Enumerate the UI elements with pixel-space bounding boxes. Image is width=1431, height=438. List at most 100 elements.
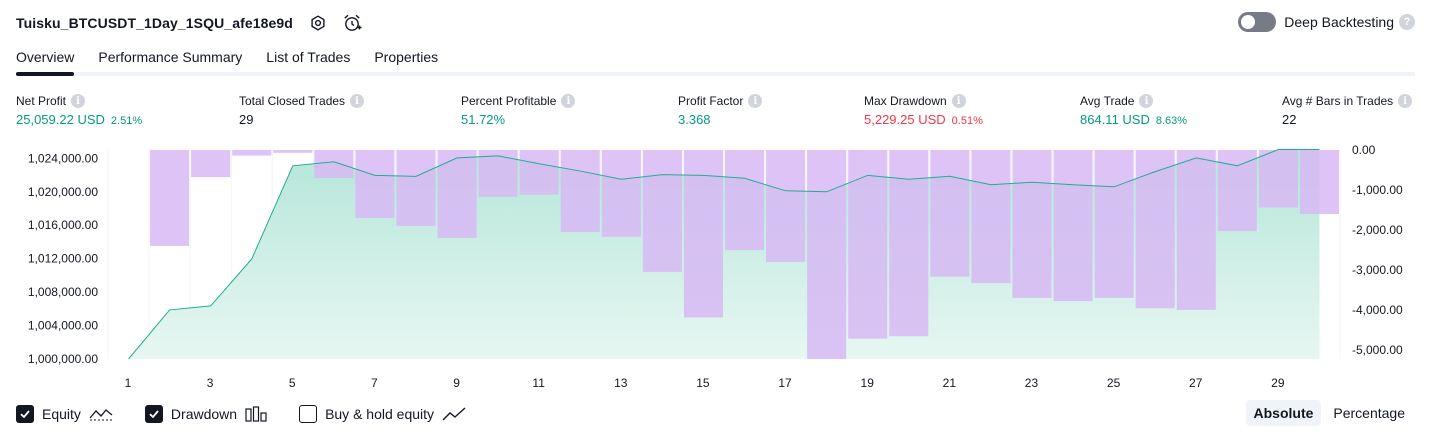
absolute-button[interactable]: Absolute — [1245, 400, 1322, 426]
x-tick-label: 17 — [778, 376, 792, 390]
metric-value: 22 — [1282, 112, 1297, 127]
metric-value: 51.72% — [461, 112, 506, 127]
drawdown-bar — [889, 150, 929, 337]
tab-overview[interactable]: Overview — [16, 44, 75, 76]
drawdown-bar — [971, 150, 1011, 284]
equity-line — [128, 148, 1320, 360]
strategy-title: Tuisku_BTCUSDT_1Day_1SQU_afe18e9d — [16, 15, 293, 31]
metric-value: 864.11 USD — [1080, 112, 1150, 127]
strategy-header: Tuisku_BTCUSDT_1Day_1SQU_afe18e9d Deep B… — [16, 8, 1415, 38]
drawdown-bar — [725, 150, 765, 250]
drawdown-bar — [232, 150, 272, 156]
metric-max-drawdown: Max Drawdown i 5,229.25 USD 0.51% — [864, 92, 983, 127]
metric-percent: 0.51% — [951, 115, 983, 127]
info-icon[interactable]: i — [561, 94, 576, 108]
x-tick-label: 13 — [614, 376, 628, 390]
drawdown-bar — [1094, 150, 1134, 298]
drawdown-bar — [930, 150, 970, 277]
metric-percent-profitable: Percent Profitable i 51.72% — [461, 92, 576, 127]
x-tick-label: 29 — [1271, 376, 1285, 390]
info-icon[interactable]: i — [951, 94, 966, 108]
tab-list-of-trades[interactable]: List of Trades — [266, 49, 351, 65]
metric-label: Max Drawdown — [864, 94, 947, 108]
x-tick-label: 5 — [289, 376, 296, 390]
drawdown-bars — [150, 150, 1339, 359]
left-tick-label: 1,024,000.00 — [28, 151, 98, 165]
drawdown-bar — [396, 150, 436, 226]
left-tick-label: 1,004,000.00 — [28, 319, 98, 333]
right-tick-label: -4,000.00 — [1352, 303, 1403, 317]
equity-checkbox[interactable] — [16, 405, 34, 423]
legend-equity[interactable]: Equity — [16, 405, 113, 423]
drawdown-bar — [1012, 150, 1052, 298]
drawdown-bar — [1135, 150, 1175, 309]
drawdown-bar — [355, 150, 395, 218]
metrics-row: Net Profit i 25,059.22 USD 2.51% Total Clo… — [16, 92, 1415, 132]
percentage-button[interactable]: Percentage — [1333, 405, 1405, 421]
legend-drawdown[interactable]: Drawdown — [144, 405, 267, 423]
left-tick-label: 1,016,000.00 — [28, 218, 98, 232]
metric-label: Percent Profitable — [461, 94, 557, 108]
info-icon[interactable]: i — [71, 94, 86, 108]
x-tick-label: 25 — [1107, 376, 1121, 390]
drawdown-bar — [478, 150, 518, 197]
metric-total-closed-trades: Total Closed Trades i 29 — [239, 92, 365, 127]
tab-properties[interactable]: Properties — [374, 49, 439, 65]
drawdown-bar — [1053, 150, 1093, 302]
drawdown-bar — [1258, 150, 1298, 208]
x-tick-label: 21 — [943, 376, 957, 390]
x-tick-label: 15 — [696, 376, 710, 390]
x-tick-label: 23 — [1025, 376, 1039, 390]
left-tick-label: 1,000,000.00 — [28, 352, 98, 366]
equity-line-path — [128, 148, 1320, 360]
info-icon[interactable]: i — [748, 94, 763, 108]
info-icon[interactable]: i — [350, 94, 365, 108]
legend-drawdown-label: Drawdown — [170, 406, 238, 422]
drawdown-bar — [437, 150, 477, 238]
deep-backtesting-label: Deep Backtesting — [1284, 14, 1394, 30]
drawdown-bar — [807, 150, 847, 359]
buy-hold-checkbox[interactable] — [299, 405, 318, 423]
metric-profit-factor: Profit Factor i 3.368 — [678, 92, 763, 127]
report-tabs: Overview Performance Summary List of Tra… — [16, 44, 1415, 76]
equity-drawdown-chart[interactable]: 1,024,000.00 1,020,000.00 1,016,000.00 1,01… — [0, 140, 1431, 398]
drawdown-bar — [314, 150, 354, 178]
right-tick-label: -2,000.00 — [1352, 223, 1403, 237]
metric-percent: 8.63% — [1155, 115, 1188, 127]
drawdown-bar — [1299, 150, 1339, 214]
x-tick-label: 11 — [532, 376, 545, 390]
add-alert-icon[interactable] — [341, 12, 363, 34]
settings-icon[interactable] — [307, 12, 329, 34]
left-tick-label: 1,020,000.00 — [28, 185, 98, 199]
left-tick-label: 1,008,000.00 — [28, 285, 98, 299]
x-tick-label: 3 — [207, 376, 214, 390]
drawdown-bar — [191, 150, 231, 178]
info-icon[interactable]: i — [1398, 94, 1413, 108]
drawdown-bar — [642, 150, 682, 272]
drawdown-bar — [560, 150, 600, 232]
metric-value: 3.368 — [678, 112, 711, 127]
legend-buy-hold[interactable]: Buy & hold equity — [299, 405, 466, 423]
metric-avg-bars: Avg # Bars in Trades i 22 — [1282, 92, 1413, 127]
right-tick-label: -1,000.00 — [1352, 183, 1403, 197]
right-tick-label: -3,000.00 — [1352, 263, 1403, 277]
tab-performance-summary[interactable]: Performance Summary — [98, 49, 243, 65]
help-icon[interactable]: ? — [1399, 14, 1415, 30]
metric-label: Total Closed Trades — [239, 94, 346, 108]
deep-backtesting: Deep Backtesting ? — [1238, 12, 1415, 32]
drawdown-bars-icon — [245, 406, 267, 422]
legend-buy-hold-label: Buy & hold equity — [325, 406, 435, 422]
x-axis: 1 3 5 7 9 11 13 15 17 19 21 23 25 27 29 — [125, 376, 1285, 390]
right-tick-label: 0.00 — [1352, 143, 1376, 157]
info-icon[interactable]: i — [1139, 94, 1154, 108]
x-tick-label: 9 — [453, 376, 460, 390]
drawdown-bar — [601, 150, 641, 237]
deep-backtesting-toggle[interactable] — [1238, 12, 1277, 32]
drawdown-bar — [150, 150, 190, 246]
x-tick-label: 27 — [1189, 376, 1203, 390]
drawdown-bar — [1217, 150, 1257, 232]
drawdown-checkbox[interactable] — [144, 405, 163, 423]
drawdown-bar — [766, 150, 806, 262]
metric-label: Avg # Bars in Trades — [1282, 94, 1394, 108]
scale-toggle: Absolute Percentage — [1242, 400, 1414, 426]
